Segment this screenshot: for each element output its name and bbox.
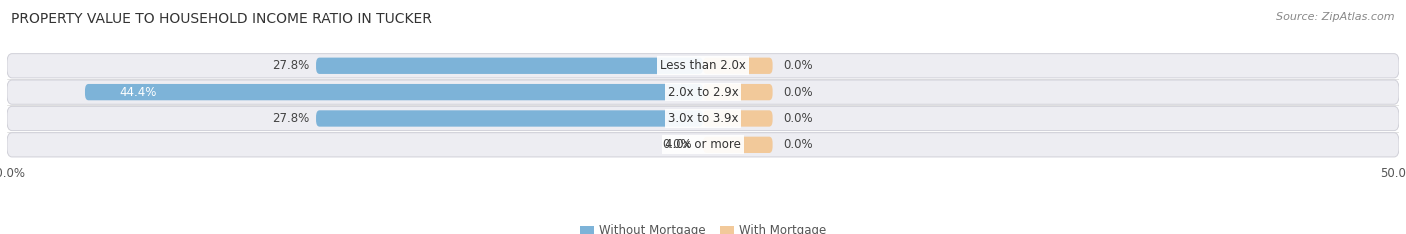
Text: 3.0x to 3.9x: 3.0x to 3.9x — [668, 112, 738, 125]
Text: 0.0%: 0.0% — [783, 86, 813, 99]
Text: 0.0%: 0.0% — [783, 138, 813, 151]
FancyBboxPatch shape — [316, 58, 703, 74]
Text: 0.0%: 0.0% — [783, 112, 813, 125]
Text: 27.8%: 27.8% — [271, 59, 309, 72]
Text: 0.0%: 0.0% — [783, 59, 813, 72]
Text: 27.8%: 27.8% — [271, 112, 309, 125]
Text: Source: ZipAtlas.com: Source: ZipAtlas.com — [1277, 12, 1395, 22]
Text: Less than 2.0x: Less than 2.0x — [659, 59, 747, 72]
FancyBboxPatch shape — [7, 106, 1399, 131]
FancyBboxPatch shape — [703, 58, 773, 74]
FancyBboxPatch shape — [7, 54, 1399, 78]
FancyBboxPatch shape — [84, 84, 703, 100]
FancyBboxPatch shape — [703, 137, 773, 153]
FancyBboxPatch shape — [316, 110, 703, 127]
Legend: Without Mortgage, With Mortgage: Without Mortgage, With Mortgage — [575, 220, 831, 234]
Text: 44.4%: 44.4% — [120, 86, 157, 99]
Text: 2.0x to 2.9x: 2.0x to 2.9x — [668, 86, 738, 99]
FancyBboxPatch shape — [703, 110, 773, 127]
Text: PROPERTY VALUE TO HOUSEHOLD INCOME RATIO IN TUCKER: PROPERTY VALUE TO HOUSEHOLD INCOME RATIO… — [11, 12, 432, 26]
FancyBboxPatch shape — [703, 84, 773, 100]
Text: 4.0x or more: 4.0x or more — [665, 138, 741, 151]
FancyBboxPatch shape — [7, 133, 1399, 157]
FancyBboxPatch shape — [7, 80, 1399, 104]
Text: 0.0%: 0.0% — [662, 138, 692, 151]
